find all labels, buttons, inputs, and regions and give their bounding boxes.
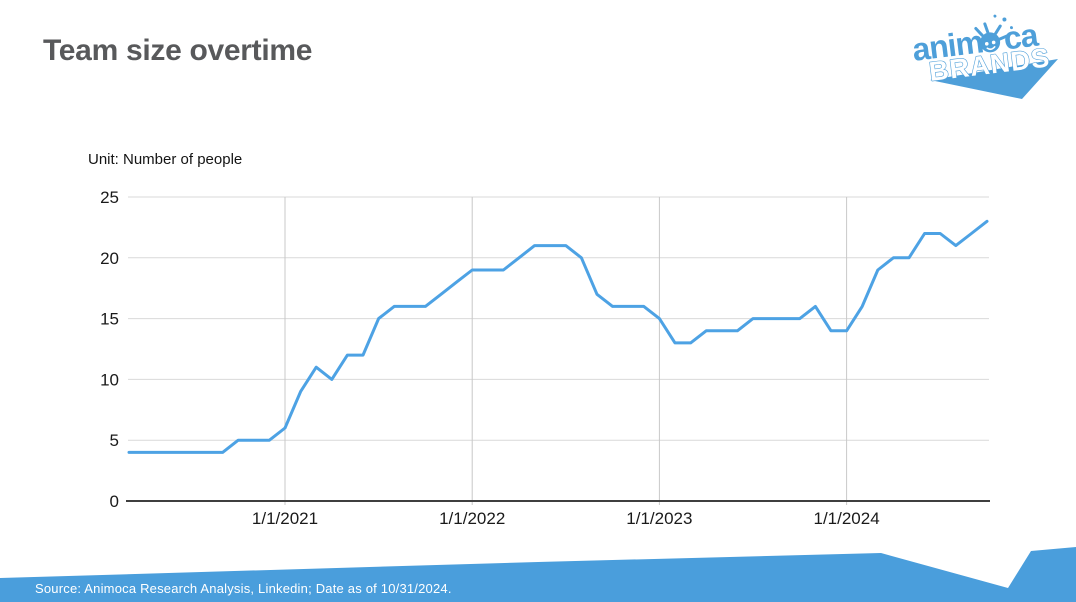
x-tick-label-1/1/2021: 1/1/2021 (252, 509, 318, 528)
y-tick-label-5: 5 (110, 431, 119, 450)
y-tick-label-10: 10 (100, 370, 119, 389)
x-tick-label-1/1/2024: 1/1/2024 (814, 509, 880, 528)
y-tick-label-25: 25 (100, 188, 119, 207)
logo-flag-shape (930, 59, 1058, 99)
logo-text-brands: BRANDS (927, 42, 1051, 87)
y-tick-label-15: 15 (100, 310, 119, 329)
chart-unit-label: Unit: Number of people (88, 151, 243, 168)
x-tick-label-1/1/2023: 1/1/2023 (626, 509, 692, 528)
y-tick-label-0: 0 (110, 492, 119, 511)
team-size-series-line (127, 219, 989, 454)
y-tick-label-20: 20 (100, 249, 119, 268)
logo-text-ca: ca (1002, 17, 1041, 57)
urchin-creature-icon (974, 14, 1013, 53)
x-tick-label-1/1/2022: 1/1/2022 (439, 509, 505, 528)
animoca-brands-logo: anim ca BRANDS (910, 14, 1058, 99)
page-title: Team size overtime (43, 34, 313, 67)
source-text: Source: Animoca Research Analysis, Linke… (35, 581, 452, 596)
logo-text-anim: anim (910, 23, 985, 67)
